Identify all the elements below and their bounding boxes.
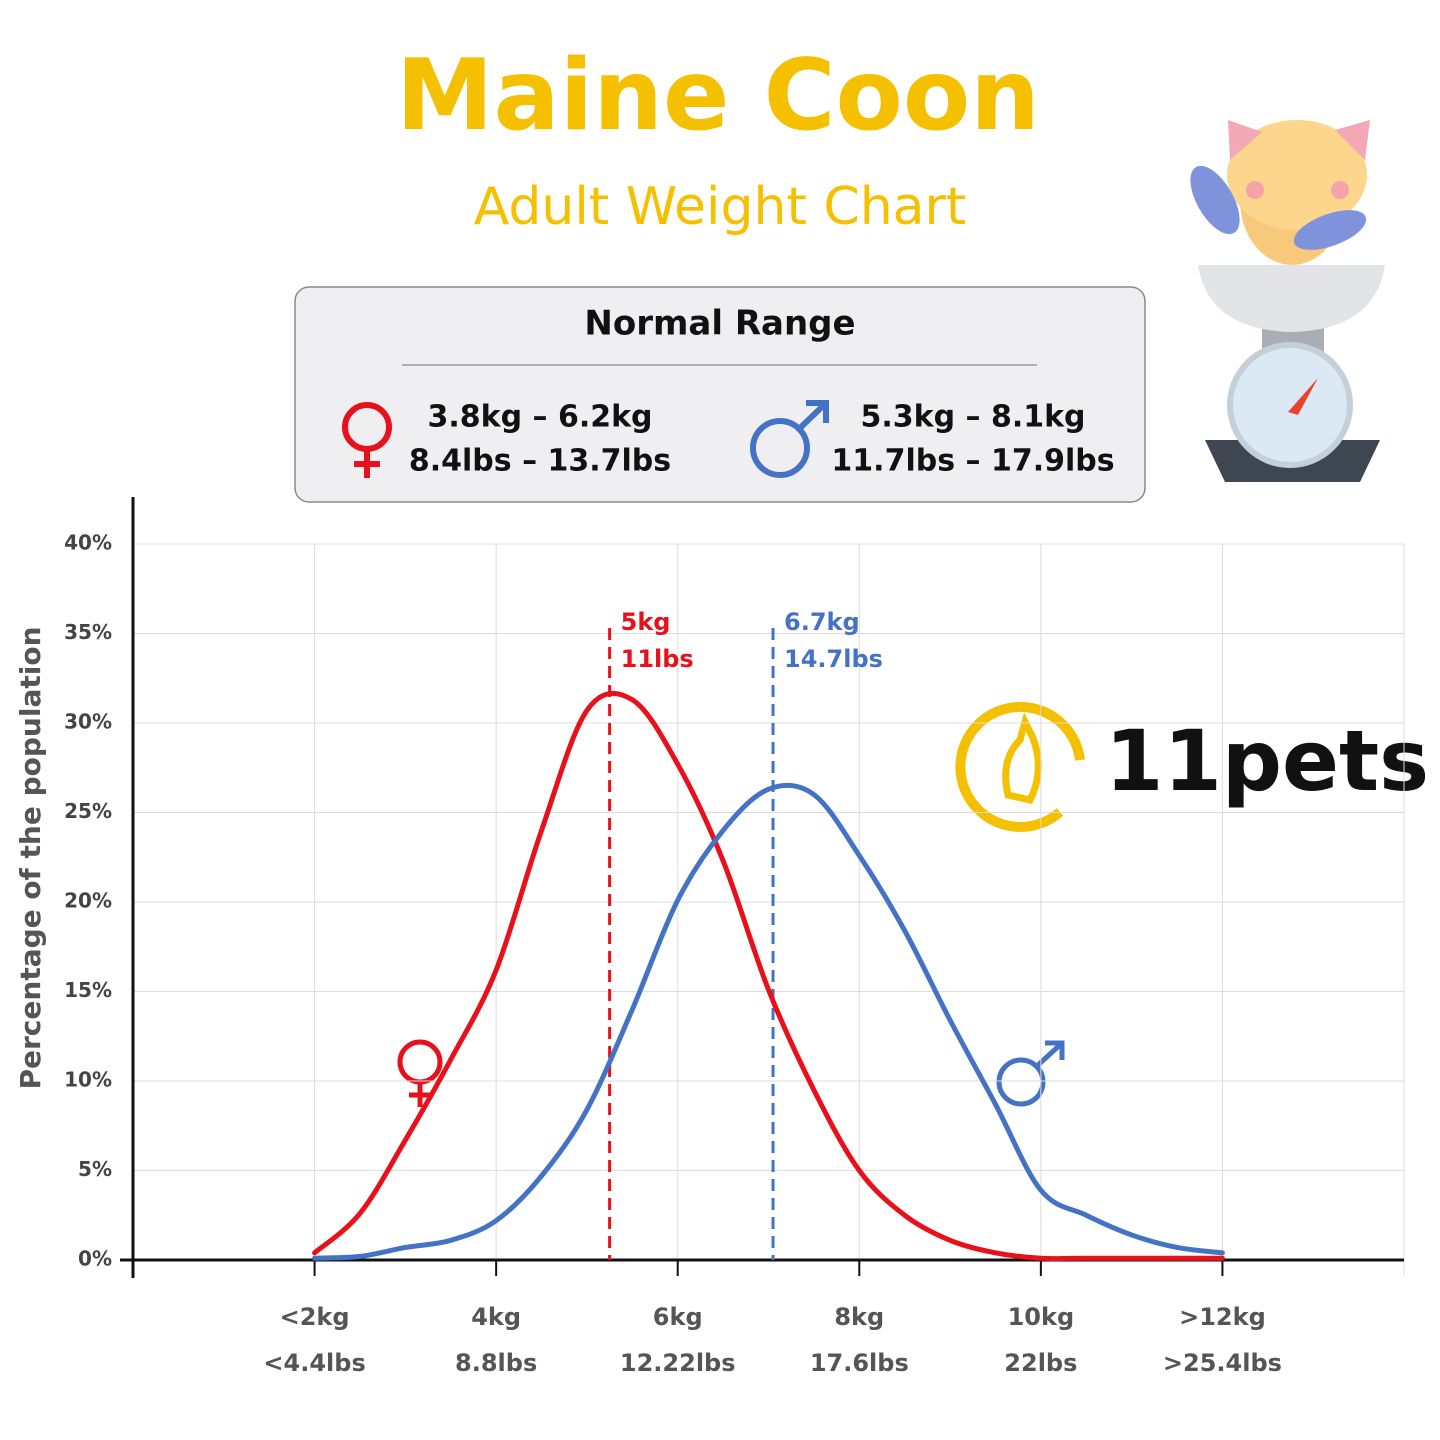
- peak-label: 11lbs: [621, 645, 694, 673]
- female-range-kg: 3.8kg – 6.2kg: [427, 400, 652, 435]
- x-tick-sublabel: 8.8lbs: [455, 1349, 537, 1377]
- male-range-kg: 5.3kg – 8.1kg: [860, 400, 1085, 435]
- female-curve-icon: [397, 1039, 443, 1107]
- peak-label: 6.7kg: [784, 608, 860, 636]
- male-range-lbs: 11.7lbs – 17.9lbs: [831, 444, 1114, 479]
- x-tick-label: 10kg: [1008, 1303, 1075, 1331]
- x-tick-sublabel: >25.4lbs: [1163, 1349, 1282, 1377]
- x-tick-label: 8kg: [834, 1303, 884, 1331]
- x-tick-sublabel: 22lbs: [1004, 1349, 1077, 1377]
- logo-text: 11pets: [1105, 712, 1429, 810]
- series-line: [312, 690, 1225, 1262]
- range-box: [294, 286, 1146, 503]
- x-tick-sublabel: <4.4lbs: [263, 1349, 365, 1377]
- y-tick-label: 40%: [64, 531, 112, 555]
- x-tick-sublabel: 12.22lbs: [620, 1349, 736, 1377]
- peak-label: 14.7lbs: [784, 645, 883, 673]
- chart-subtitle: Adult Weight Chart: [474, 177, 967, 237]
- y-tick-label: 0%: [78, 1247, 112, 1271]
- y-axis-label: Percentage of the population: [14, 626, 47, 1089]
- cat-illustration: [1190, 120, 1385, 482]
- series-line: [312, 782, 1225, 1261]
- range-title: Normal Range: [584, 304, 855, 344]
- x-tick-label: <2kg: [280, 1303, 350, 1331]
- chart-title: Maine Coon: [396, 39, 1040, 153]
- y-tick-label: 25%: [64, 799, 112, 823]
- y-tick-label: 20%: [64, 889, 112, 913]
- logo-mark: [955, 701, 1085, 832]
- male-icon: [750, 400, 829, 478]
- x-tick-sublabel: 17.6lbs: [810, 1349, 909, 1377]
- y-tick-label: 35%: [64, 620, 112, 644]
- x-tick-label: 6kg: [653, 1303, 703, 1331]
- y-tick-label: 10%: [64, 1068, 112, 1092]
- y-tick-label: 30%: [64, 710, 112, 734]
- y-tick-label: 5%: [78, 1157, 112, 1181]
- peak-label: 5kg: [621, 608, 671, 636]
- y-tick-label: 15%: [64, 978, 112, 1002]
- female-icon: [342, 402, 392, 478]
- female-range-lbs: 8.4lbs – 13.7lbs: [409, 444, 671, 479]
- x-tick-label: 4kg: [471, 1303, 521, 1331]
- x-tick-label: >12kg: [1179, 1303, 1266, 1331]
